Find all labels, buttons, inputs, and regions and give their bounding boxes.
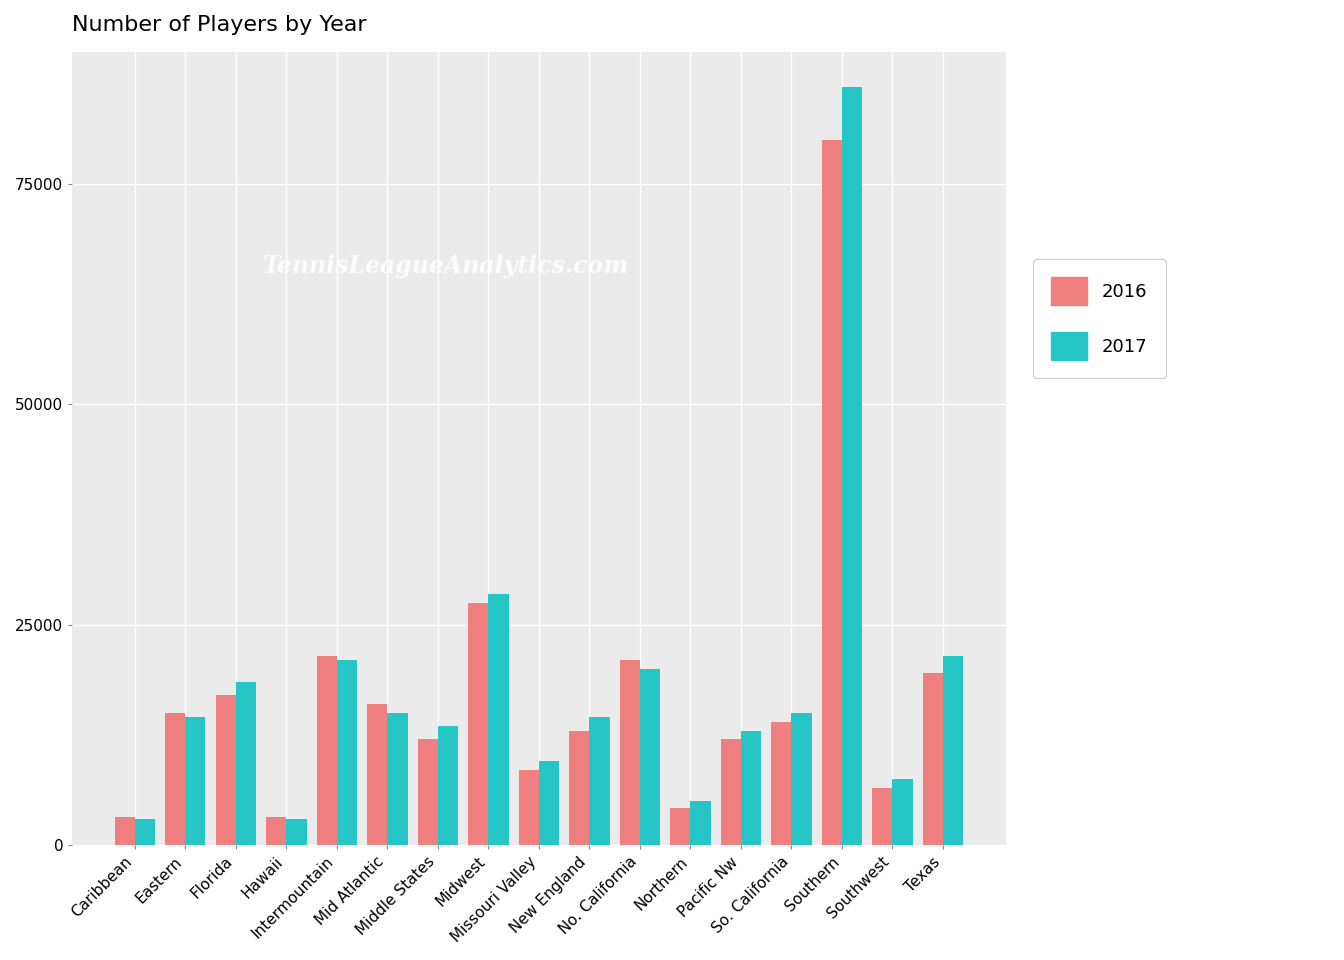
Bar <box>943 656 964 845</box>
Bar <box>892 779 913 845</box>
Bar <box>821 140 841 845</box>
Bar <box>569 731 590 845</box>
Bar <box>235 682 255 845</box>
Bar <box>215 695 235 845</box>
Bar <box>468 603 488 845</box>
Bar <box>841 87 862 845</box>
Bar <box>923 673 943 845</box>
Bar <box>691 801 711 845</box>
Bar <box>185 717 206 845</box>
Bar <box>286 819 306 845</box>
Bar <box>620 660 640 845</box>
Bar <box>519 770 539 845</box>
Bar <box>771 722 792 845</box>
Bar <box>720 739 741 845</box>
Bar <box>438 726 458 845</box>
Bar <box>165 713 185 845</box>
Bar <box>741 731 761 845</box>
Bar <box>488 594 508 845</box>
Text: Number of Players by Year: Number of Players by Year <box>73 15 367 35</box>
Legend: 2016, 2017: 2016, 2017 <box>1034 259 1165 378</box>
Bar <box>418 739 438 845</box>
Text: TennisLeagueAnalytics.com: TennisLeagueAnalytics.com <box>262 254 629 278</box>
Bar <box>367 704 387 845</box>
Bar <box>792 713 812 845</box>
Bar <box>317 656 337 845</box>
Bar <box>134 819 155 845</box>
Bar <box>539 761 559 845</box>
Bar <box>266 817 286 845</box>
Bar <box>671 808 691 845</box>
Bar <box>387 713 407 845</box>
Bar <box>114 817 134 845</box>
Bar <box>590 717 610 845</box>
Bar <box>872 788 892 845</box>
Bar <box>640 669 660 845</box>
Bar <box>337 660 358 845</box>
